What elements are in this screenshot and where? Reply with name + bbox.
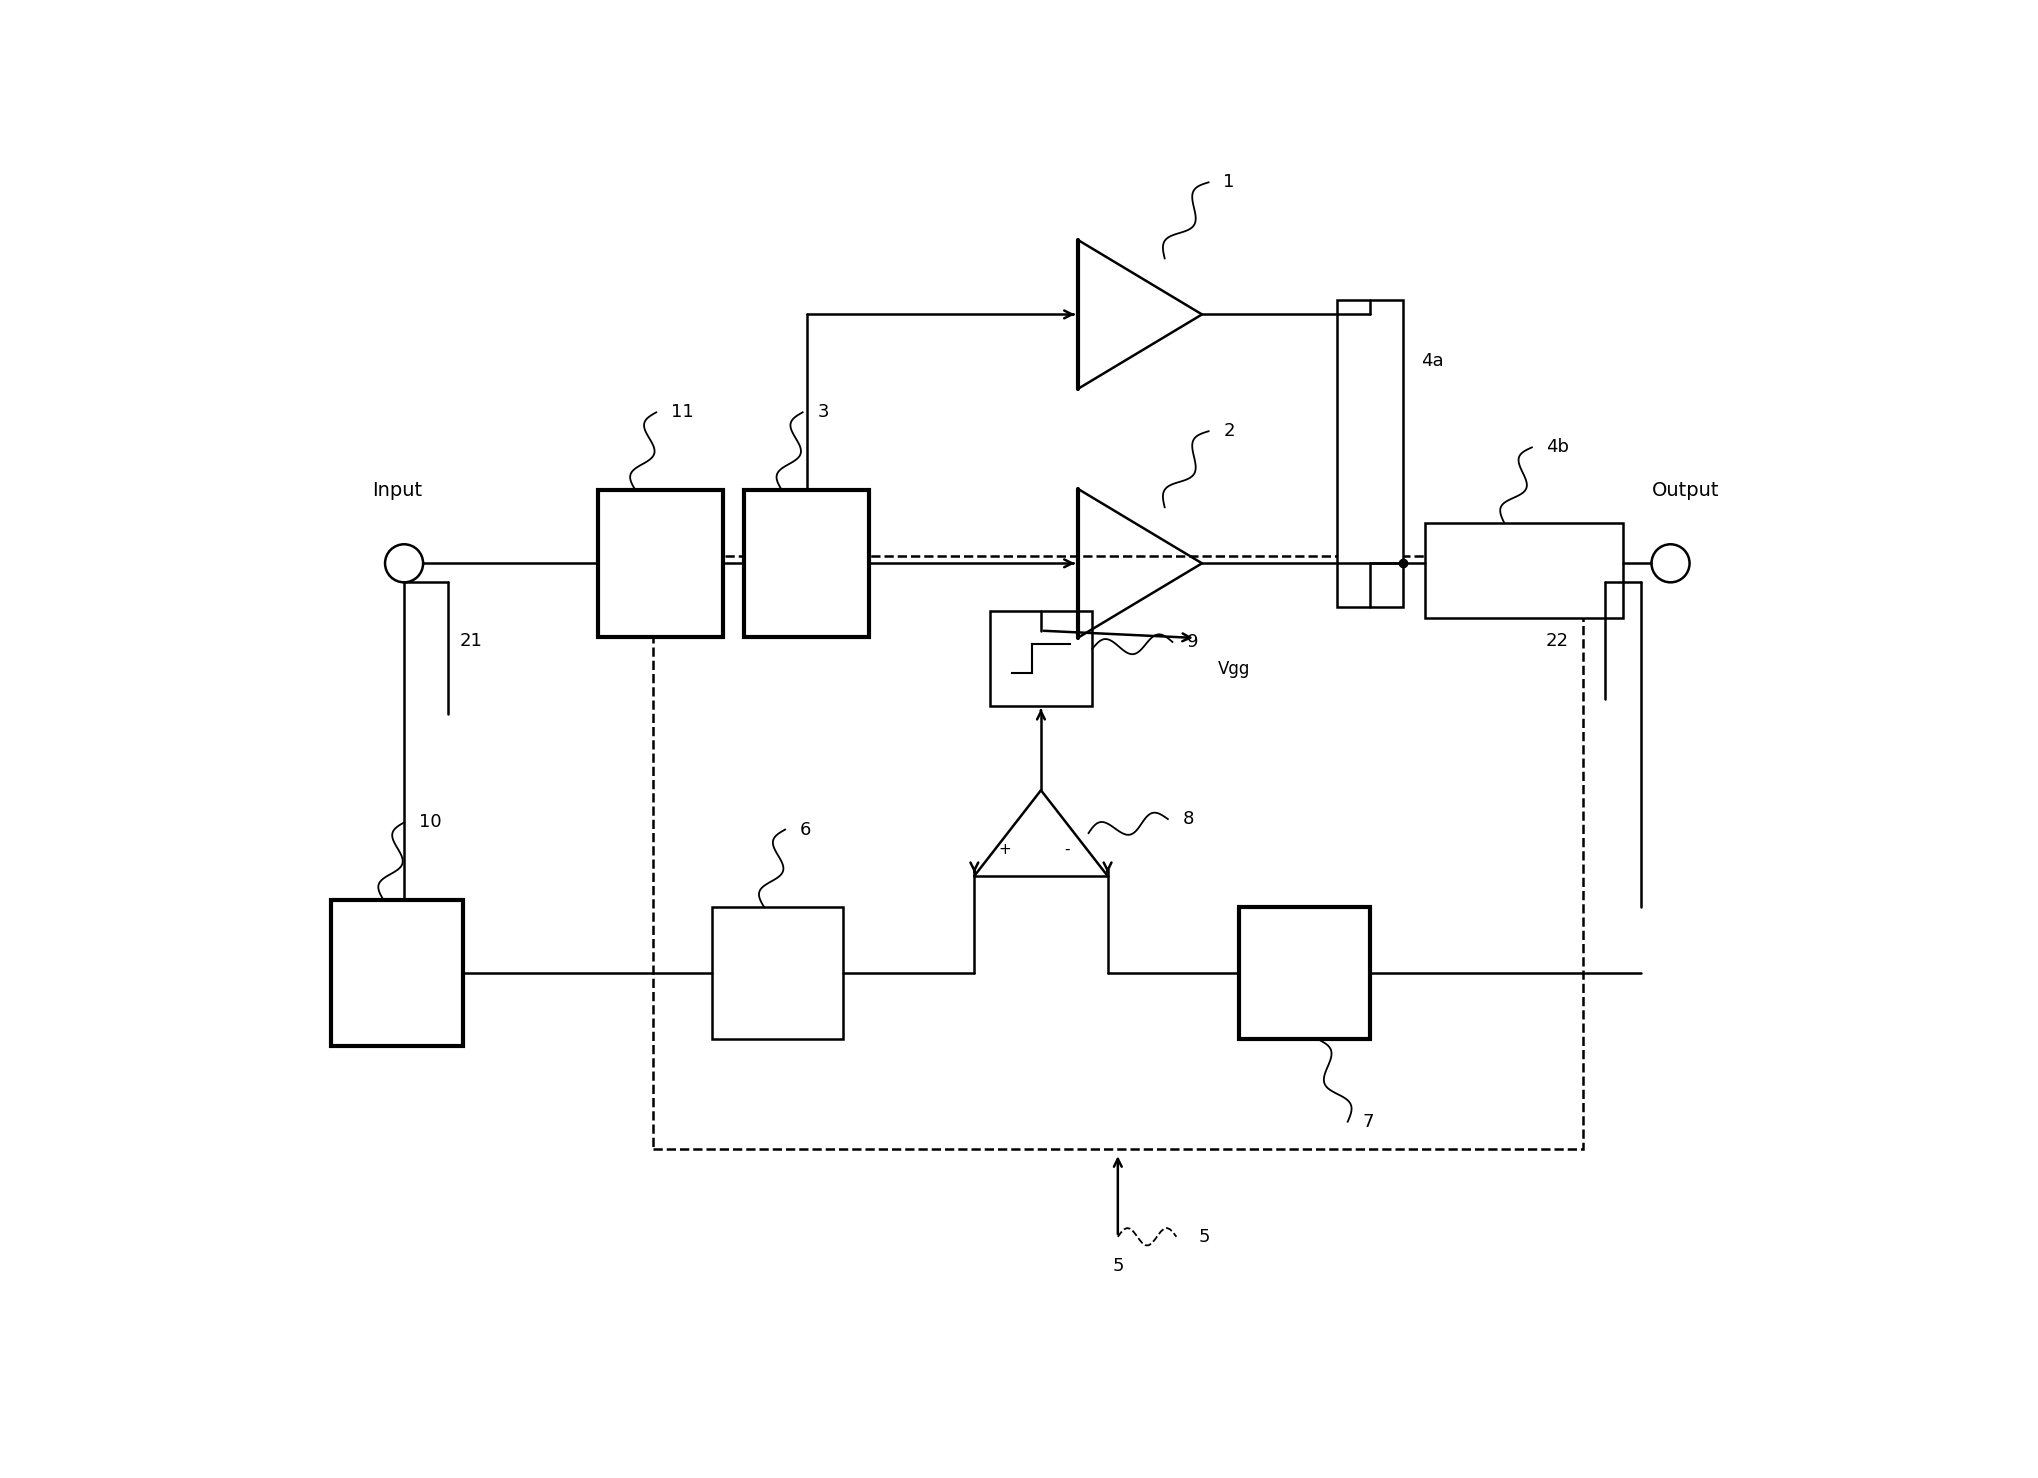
Text: Vgg: Vgg [1219, 661, 1249, 678]
Text: +: + [999, 842, 1011, 857]
FancyBboxPatch shape [711, 907, 844, 1039]
FancyBboxPatch shape [744, 491, 868, 637]
FancyBboxPatch shape [1337, 300, 1404, 607]
Text: 8: 8 [1182, 810, 1194, 828]
Text: 21: 21 [461, 633, 483, 650]
Text: 11: 11 [671, 403, 693, 421]
Text: 4b: 4b [1547, 439, 1569, 457]
Text: 5: 5 [1113, 1258, 1123, 1276]
FancyBboxPatch shape [330, 900, 463, 1046]
Text: 2: 2 [1223, 423, 1235, 440]
Text: 4a: 4a [1420, 352, 1443, 371]
Text: 5: 5 [1198, 1228, 1211, 1246]
FancyBboxPatch shape [990, 610, 1092, 706]
Text: Input: Input [371, 480, 422, 500]
Text: 3: 3 [817, 403, 829, 421]
FancyBboxPatch shape [1239, 907, 1370, 1039]
Text: 9: 9 [1186, 633, 1198, 650]
Text: Output: Output [1651, 480, 1718, 500]
FancyBboxPatch shape [597, 491, 723, 637]
FancyBboxPatch shape [1425, 523, 1622, 618]
Text: 7: 7 [1361, 1113, 1374, 1131]
Text: 1: 1 [1223, 173, 1235, 191]
Text: 6: 6 [799, 820, 811, 838]
Text: -: - [1064, 842, 1070, 857]
Text: 10: 10 [420, 813, 442, 831]
Text: 22: 22 [1547, 633, 1569, 650]
